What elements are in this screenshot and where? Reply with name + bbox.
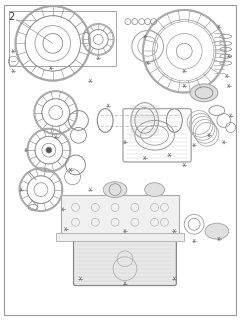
Ellipse shape [145,183,164,196]
FancyBboxPatch shape [73,240,176,285]
Circle shape [46,147,52,153]
Ellipse shape [103,182,127,197]
Ellipse shape [205,223,229,239]
Ellipse shape [190,84,218,102]
Bar [9,11,116,66]
Text: 2: 2 [8,12,15,22]
FancyBboxPatch shape [61,195,179,234]
FancyBboxPatch shape [56,233,184,241]
